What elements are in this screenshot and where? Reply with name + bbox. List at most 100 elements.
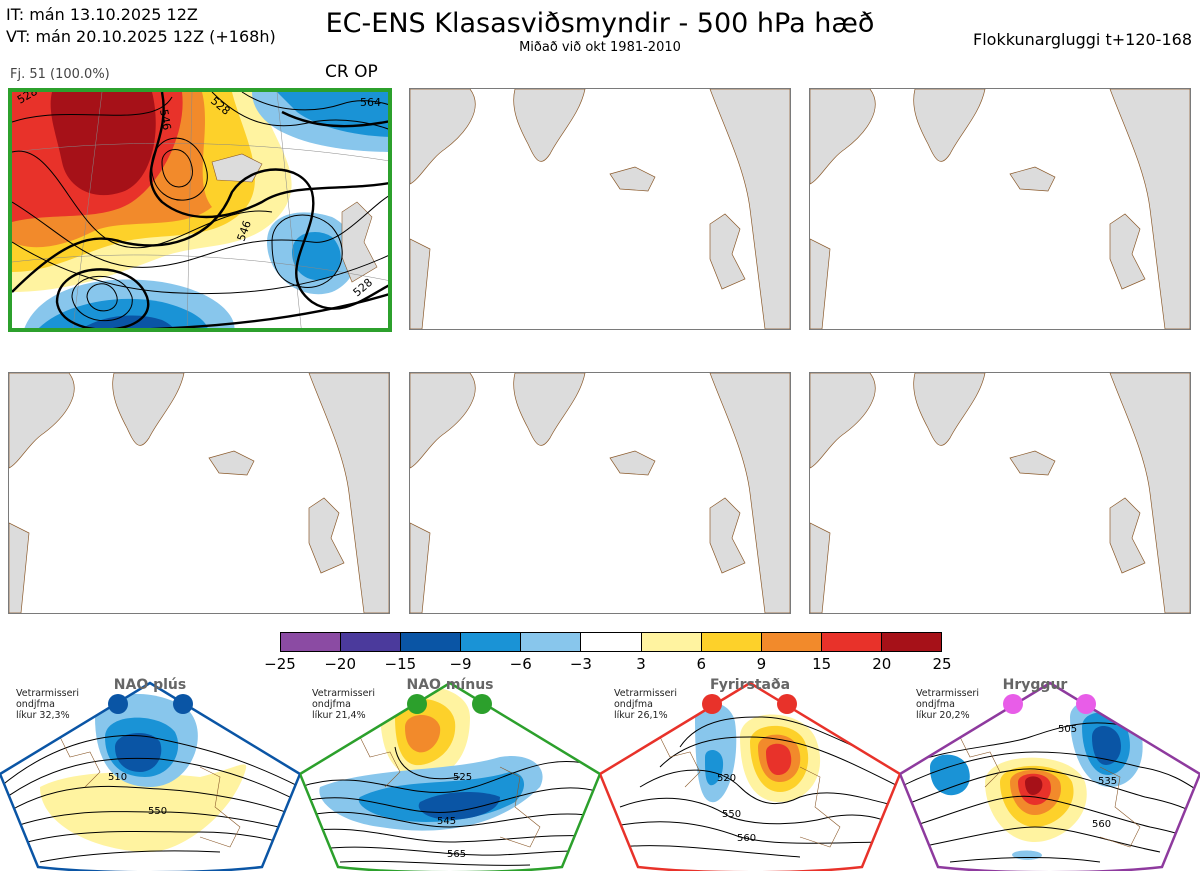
regime-map-nao-minus: 525 545 565 (300, 681, 600, 871)
regime-panel-ridge[interactable]: 505 535 560 (900, 677, 1200, 871)
regime-map-ridge: 505 535 560 (900, 681, 1200, 871)
regime-dot-left (702, 694, 722, 714)
land-greenland (410, 373, 476, 469)
regime-name-ridge: Hryggur (1002, 677, 1068, 693)
land-greenland-east (913, 89, 986, 162)
colorbar-tick-label: −20 (324, 655, 356, 673)
regime-name-nao-plus: NAO plús (113, 677, 187, 693)
basemap (410, 89, 790, 329)
colorbar-cell (521, 633, 582, 651)
land-labrador (810, 522, 831, 613)
cluster-panel-6[interactable] (809, 372, 1191, 614)
anomaly-cold-9-sw (82, 315, 174, 328)
regime-contour-label-3: 560 (737, 833, 756, 844)
land-greenland-east (913, 373, 986, 446)
regime-dot-right (173, 694, 193, 714)
contour-528 (149, 92, 388, 219)
cluster-panel-4[interactable] (8, 372, 390, 614)
regime-info-nao-plus: Vetrarmisseri ondjfma líkur 32,3% (16, 688, 79, 721)
land-iceland (1009, 450, 1056, 476)
colorbar-tick-label: −25 (264, 655, 296, 673)
contour-564 (150, 293, 388, 328)
regime-dot-left (407, 694, 427, 714)
land-iceland (1009, 166, 1056, 192)
colorbar-cell (881, 633, 942, 651)
land-british-isles (1109, 213, 1146, 290)
land-greenland-east (513, 89, 586, 162)
contour-label-7: 564 (192, 326, 213, 332)
land-greenland-east (513, 373, 586, 446)
land-labrador (9, 522, 30, 613)
colorbar-cell (341, 633, 402, 651)
contour-label-2: 546 (157, 108, 173, 131)
basemap (410, 373, 790, 613)
land-greenland (810, 89, 876, 185)
colorbar-tick-label: −15 (384, 655, 417, 673)
regime-contour-label-2: 545 (437, 816, 456, 827)
regime-panel-nao-minus[interactable]: 525 545 565 (300, 677, 600, 871)
colorbar-tick-label: −6 (509, 655, 532, 673)
member-count-label: Fj. 51 (100.0%) (10, 67, 110, 82)
contour-546 (12, 168, 388, 310)
colorbar-cell (641, 633, 702, 651)
colorbar-cell (401, 633, 462, 651)
header-times: IT: mán 13.10.2025 12Z VT: mán 20.10.202… (6, 4, 276, 48)
regime-name-blocking: Fyrirstaða (709, 677, 791, 693)
cluster-panel-1[interactable]: 528 546 528 564 546 528 564 (8, 88, 392, 332)
colorbar-cell (581, 633, 642, 651)
chart-title: EC-ENS Klasasviðsmyndir - 500 hPa hæð (325, 8, 875, 39)
cluster-panel-2[interactable] (409, 88, 791, 330)
contour-low-sw (55, 268, 150, 328)
colorbar-cell (281, 633, 342, 651)
land-greenland (410, 89, 476, 185)
regime-contour-label-2: 535 (1098, 776, 1117, 787)
land-scandinavia (308, 373, 389, 613)
colorbar-tick-label: 6 (696, 655, 707, 673)
colorbar-tick-label: 15 (812, 655, 832, 673)
land-british-isles (308, 497, 345, 574)
regime-panel-blocking[interactable]: 520 550 560 (600, 677, 900, 871)
colorbar-cell (761, 633, 822, 651)
colorbar-cell (821, 633, 882, 651)
land-british-isles (709, 497, 746, 574)
colorbar-tick-label: 3 (636, 655, 646, 673)
cluster-map-1: 528 546 528 564 546 528 564 (12, 92, 388, 332)
regime-info-nao-minus: Vetrarmisseri ondjfma líkur 21,4% (312, 688, 375, 721)
colorbar-tick-label: 25 (932, 655, 952, 673)
land-scandinavia (709, 373, 790, 613)
contour-528-ne (281, 110, 388, 128)
colorbar-tick-label: −9 (449, 655, 472, 673)
land-scandinavia (709, 89, 790, 329)
colorbar-cell (461, 633, 522, 651)
regime-dot-left (1003, 694, 1023, 714)
regime-dot-right (472, 694, 492, 714)
cluster-panel-5[interactable] (409, 372, 791, 614)
cluster-panel-3[interactable] (809, 88, 1191, 330)
land-iceland (609, 166, 656, 192)
anomaly-cold-6-sw (39, 298, 208, 328)
regime-contour-label-1: 505 (1058, 724, 1077, 735)
land-greenland (810, 373, 876, 469)
land-greenland (9, 373, 75, 469)
anomaly-colorbar (280, 632, 942, 652)
regime-panel-nao-plus[interactable]: 510 550 (0, 677, 300, 871)
colorbar-tick-label: −3 (569, 655, 592, 673)
colorbar-tick-label: 20 (872, 655, 892, 673)
regime-dot-right (777, 694, 797, 714)
colorbar-tick-label: 9 (756, 655, 767, 673)
regime-contour-label-2: 550 (722, 809, 741, 820)
cluster-name-label: CR OP (325, 62, 378, 82)
land-labrador (410, 238, 431, 329)
land-british-isles (1109, 497, 1146, 574)
classification-window: Flokkunargluggi t+120-168 (973, 30, 1192, 49)
land-iceland (208, 450, 255, 476)
chart-subtitle: Miðað við okt 1981-2010 (519, 40, 681, 55)
land-scandinavia (1109, 89, 1190, 329)
land-british-isles (709, 213, 746, 290)
regime-contour-label-3: 560 (1092, 819, 1111, 830)
basemap (810, 89, 1190, 329)
land-scandinavia (1109, 373, 1190, 613)
regime-contour-label-1: 510 (108, 772, 127, 783)
initial-time: IT: mán 13.10.2025 12Z (6, 5, 198, 24)
land-labrador (410, 522, 431, 613)
